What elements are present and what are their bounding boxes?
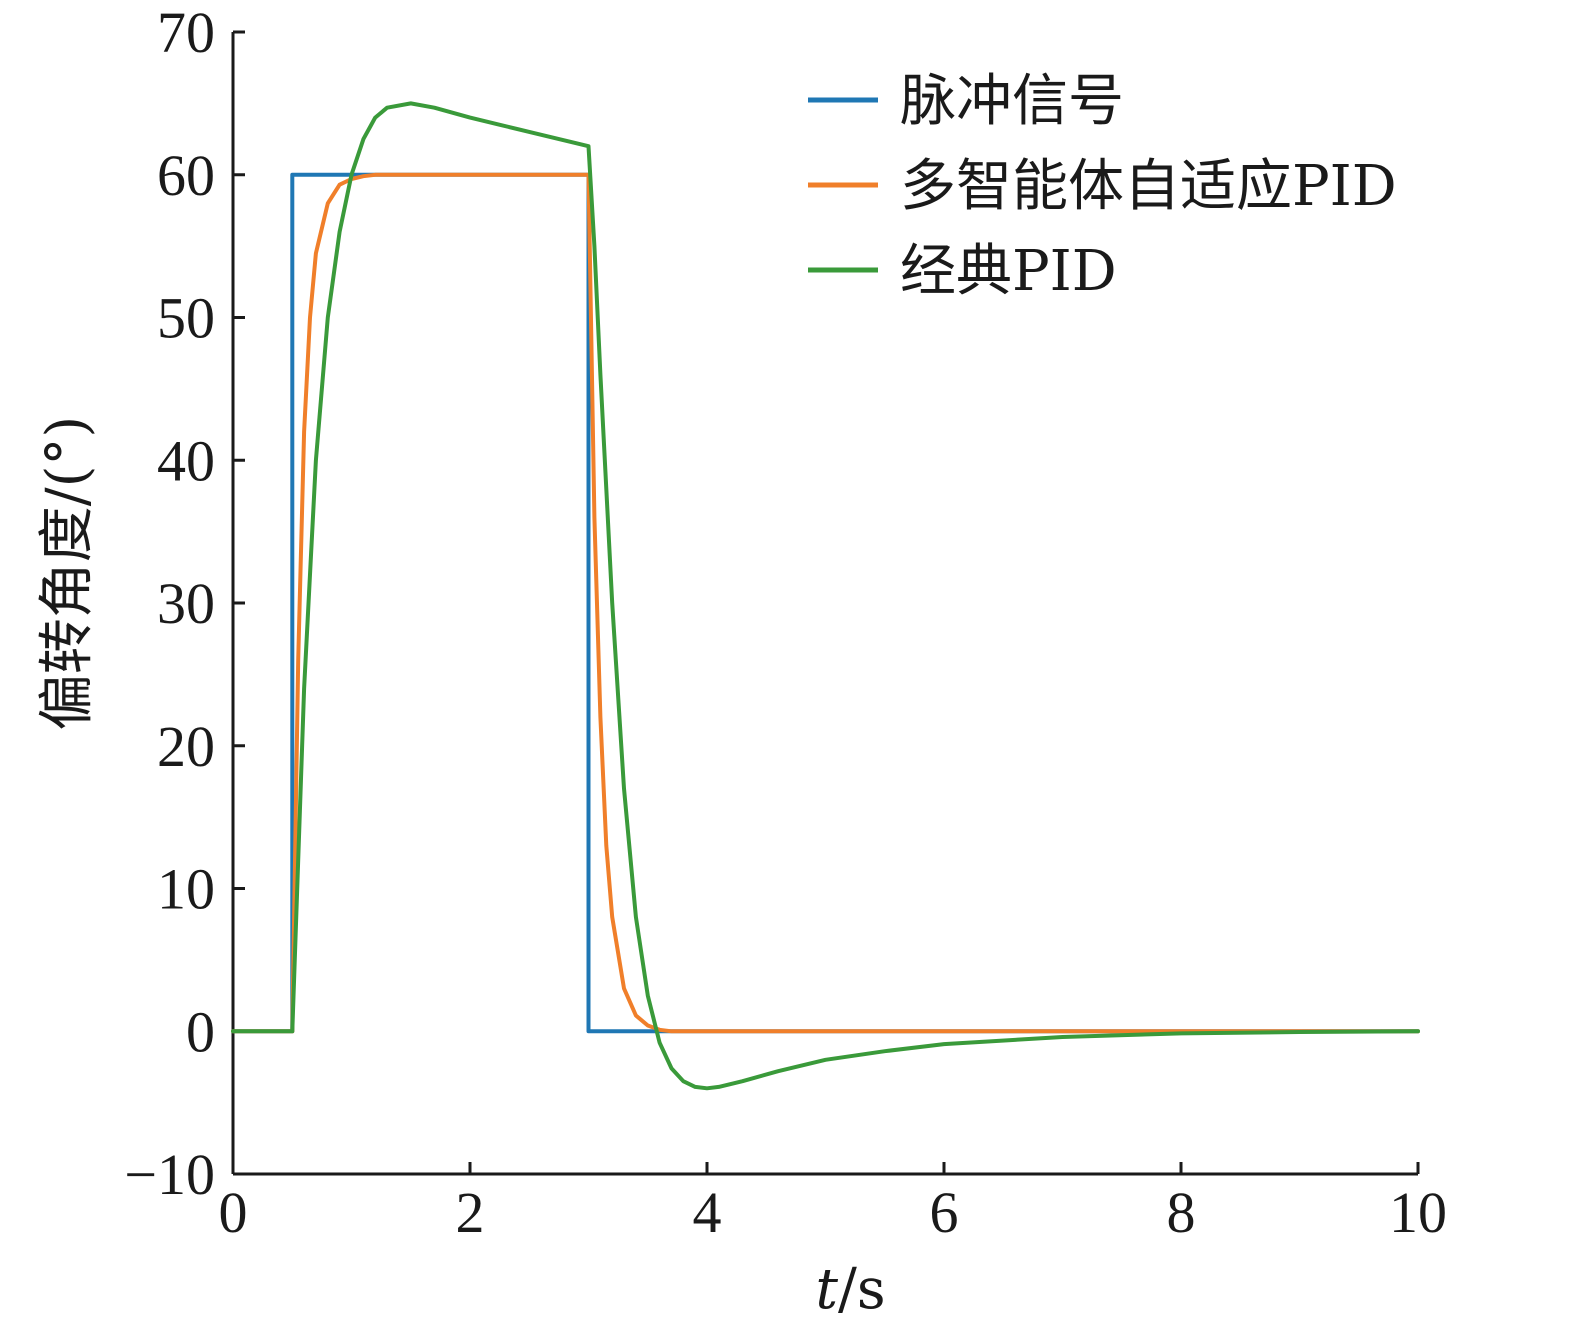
series-line [231, 172, 1420, 1034]
legend-label: 脉冲信号 [900, 69, 1124, 134]
x-tick-label: 4 [693, 1180, 722, 1245]
y-tick-label: −10 [124, 1142, 215, 1207]
y-tick-label: 0 [186, 999, 215, 1064]
x-tick-label: 2 [456, 1180, 485, 1245]
x-axis-label-variable: t [815, 1257, 838, 1322]
y-tick-label: 70 [157, 0, 215, 65]
x-axis-label: t/s [815, 1257, 885, 1322]
x-axis-label-unit: /s [838, 1257, 886, 1322]
y-axis-label: 偏转角度/(°) [35, 416, 100, 731]
y-tick-label: 30 [157, 571, 215, 636]
series-line [231, 172, 1420, 1034]
legend-label: 经典PID [900, 239, 1117, 304]
x-tick-label: 0 [219, 1180, 248, 1245]
y-ticks: −10 0 10 20 30 40 50 60 70 [124, 0, 245, 1207]
series-line [231, 101, 1420, 1091]
y-tick-label: 10 [157, 857, 215, 922]
y-tick-label: 60 [157, 143, 215, 208]
x-ticks: 0 2 4 6 8 10 [219, 1162, 1447, 1245]
plot-lines [231, 101, 1420, 1091]
x-tick-label: 8 [1167, 1180, 1196, 1245]
x-tick-label: 10 [1389, 1180, 1447, 1245]
y-tick-label: 20 [157, 714, 215, 779]
y-tick-label: 40 [157, 428, 215, 493]
legend-label: 多智能体自适应PID [900, 154, 1397, 219]
x-tick-label: 6 [930, 1180, 959, 1245]
y-tick-label: 50 [157, 286, 215, 351]
